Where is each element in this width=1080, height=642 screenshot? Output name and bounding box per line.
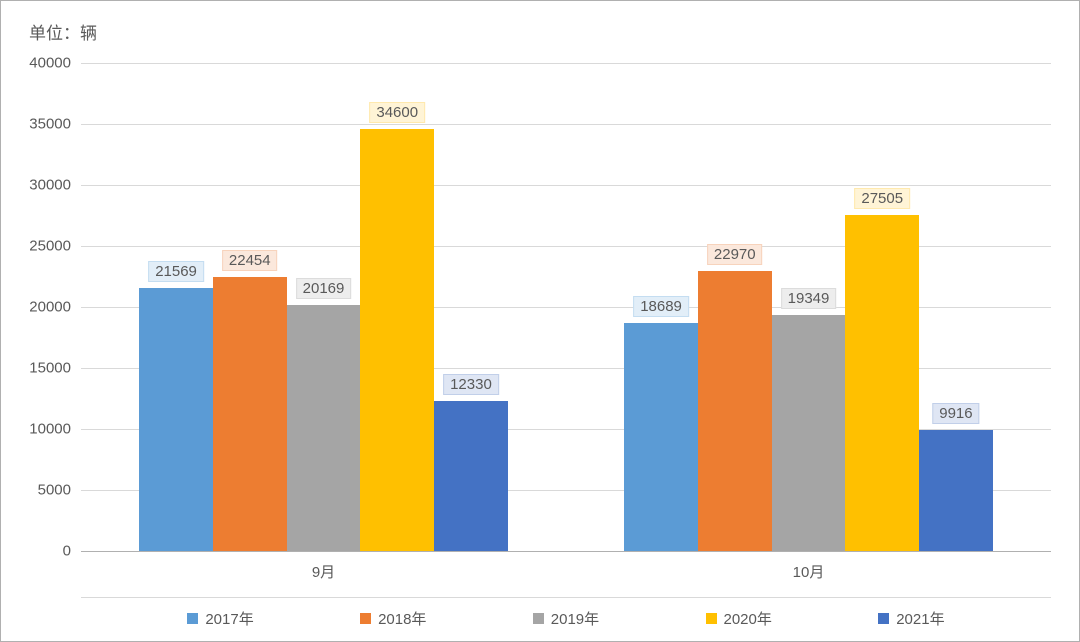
bar: [213, 277, 287, 551]
data-label: 27505: [854, 188, 910, 209]
bars-layer: 21569 22454 20169 34600 12330 18689 22970 19349…: [81, 63, 1051, 551]
legend: 2017年 2018年 2019年 2020年 2021年: [81, 597, 1051, 629]
bar: [845, 215, 919, 551]
data-label: 22454: [222, 250, 278, 271]
y-tick-label: 20000: [29, 299, 71, 316]
legend-label: 2021年: [896, 608, 944, 629]
bar: [139, 288, 213, 551]
bar: [772, 315, 846, 551]
data-label: 18689: [633, 296, 689, 317]
data-label: 21569: [148, 261, 204, 282]
data-label: 20169: [296, 278, 352, 299]
legend-item: 2020年: [706, 608, 772, 629]
legend-item: 2018年: [360, 608, 426, 629]
legend-label: 2020年: [724, 608, 772, 629]
legend-swatch: [187, 613, 198, 624]
y-tick-label: 25000: [29, 238, 71, 255]
legend-item: 2019年: [533, 608, 599, 629]
y-tick-label: 5000: [38, 482, 71, 499]
plot-area: 0500010000150002000025000300003500040000…: [81, 63, 1051, 551]
data-label: 9916: [932, 403, 979, 424]
y-tick-label: 10000: [29, 421, 71, 438]
legend-swatch: [533, 613, 544, 624]
legend-label: 2018年: [378, 608, 426, 629]
x-tick-label: 10月: [793, 561, 825, 582]
y-tick-label: 35000: [29, 116, 71, 133]
data-label: 19349: [781, 288, 837, 309]
chart-container: 单位：辆 05000100001500020000250003000035000…: [0, 0, 1080, 642]
gridline: [81, 551, 1051, 552]
legend-label: 2019年: [551, 608, 599, 629]
data-label: 12330: [443, 374, 499, 395]
data-label: 22970: [707, 244, 763, 265]
x-tick-label: 9月: [312, 561, 335, 582]
y-tick-label: 15000: [29, 360, 71, 377]
legend-swatch: [878, 613, 889, 624]
bar: [624, 323, 698, 551]
bar: [360, 129, 434, 551]
y-tick-label: 40000: [29, 55, 71, 72]
legend-item: 2021年: [878, 608, 944, 629]
data-label: 34600: [369, 102, 425, 123]
legend-item: 2017年: [187, 608, 253, 629]
bar: [287, 305, 361, 551]
bar: [434, 401, 508, 551]
legend-swatch: [706, 613, 717, 624]
y-tick-label: 30000: [29, 177, 71, 194]
y-tick-label: 0: [63, 543, 71, 560]
legend-swatch: [360, 613, 371, 624]
bar: [698, 271, 772, 551]
bar: [919, 430, 993, 551]
unit-label: 单位：辆: [29, 19, 97, 44]
legend-label: 2017年: [205, 608, 253, 629]
